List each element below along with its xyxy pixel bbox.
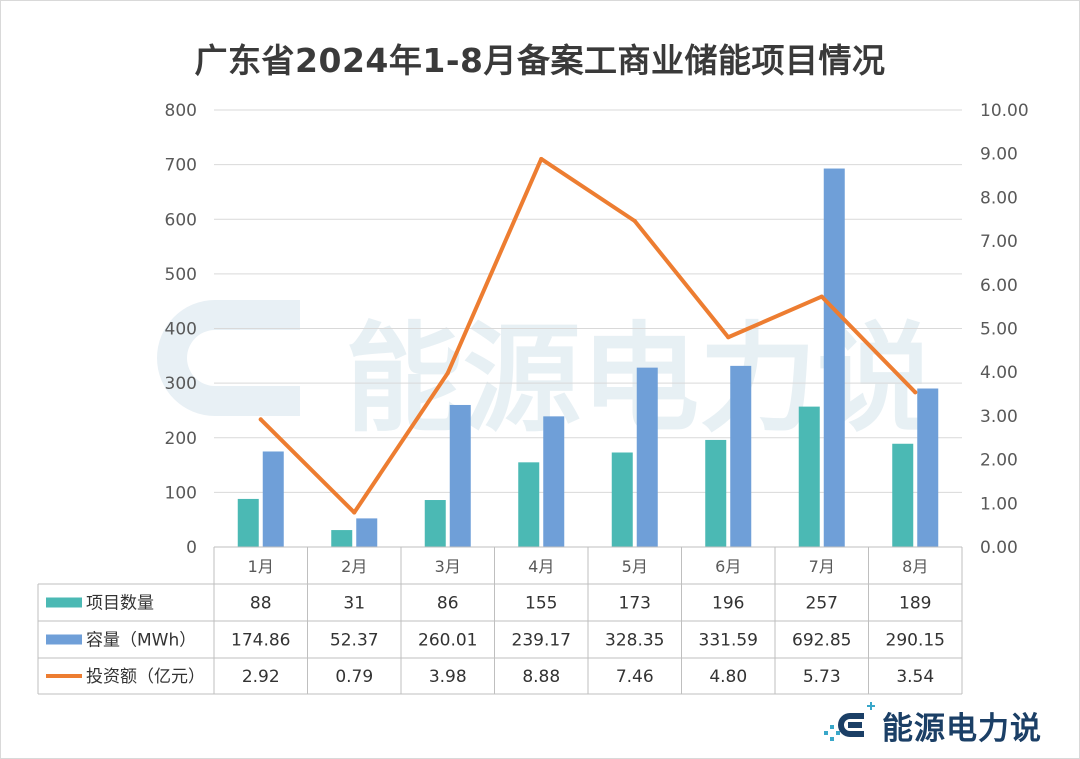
table-cell-value: 0.79 xyxy=(335,667,373,687)
x-category-label: 8月 xyxy=(902,557,928,576)
table-cell-value: 4.80 xyxy=(709,667,747,687)
table-cell-value: 8.88 xyxy=(522,667,560,687)
y-left-tick-label: 600 xyxy=(165,210,197,230)
x-category-label: 1月 xyxy=(248,557,274,576)
table-cell-value: 331.59 xyxy=(699,631,758,651)
y-right-tick-label: 8.00 xyxy=(980,188,1018,208)
y-left-tick-label: 200 xyxy=(165,429,197,449)
table-cell-value: 692.85 xyxy=(792,631,851,651)
line-point xyxy=(819,294,824,299)
legend-label: 容量（MWh） xyxy=(86,631,196,651)
y-right-tick-label: 1.00 xyxy=(980,494,1018,514)
x-category-label: 5月 xyxy=(622,557,648,576)
legend-swatch xyxy=(46,634,82,645)
line-point xyxy=(632,218,637,223)
x-category-label: 2月 xyxy=(341,557,367,576)
legend-swatch xyxy=(46,597,82,608)
table-cell-value: 5.73 xyxy=(803,667,841,687)
y-right-tick-label: 3.00 xyxy=(980,407,1018,427)
y-right-tick-label: 2.00 xyxy=(980,451,1018,471)
y-left-tick-label: 0 xyxy=(186,538,197,558)
table-cell-value: 52.37 xyxy=(330,631,379,651)
y-left-tick-label: 700 xyxy=(165,156,197,176)
y-right-tick-label: 5.00 xyxy=(980,320,1018,340)
line-point xyxy=(258,417,263,422)
bar-capacity xyxy=(449,404,471,547)
line-point xyxy=(726,335,731,340)
x-category-label: 6月 xyxy=(715,557,741,576)
table-cell-value: 86 xyxy=(437,594,459,614)
table-cell-value: 3.98 xyxy=(429,667,467,687)
bar-project-count xyxy=(892,443,914,547)
table-cell-value: 328.35 xyxy=(605,631,664,651)
y-right-tick-label: 9.00 xyxy=(980,145,1018,165)
table-cell-value: 88 xyxy=(250,594,272,614)
bar-capacity xyxy=(730,365,752,547)
y-left-tick-label: 800 xyxy=(165,101,197,121)
bar-capacity xyxy=(356,518,378,547)
y-right-tick-label: 10.00 xyxy=(980,101,1029,121)
y-left-tick-label: 400 xyxy=(165,320,197,340)
line-point xyxy=(445,371,450,376)
table-cell-value: 155 xyxy=(525,594,557,614)
y-right-tick-label: 4.00 xyxy=(980,363,1018,383)
table-cell-value: 260.01 xyxy=(418,631,477,651)
line-investment xyxy=(258,156,918,515)
table-cell-value: 189 xyxy=(899,594,931,614)
y-right-tick-label: 0.00 xyxy=(980,538,1018,558)
table-cell-value: 7.46 xyxy=(616,667,654,687)
table-cell-value: 31 xyxy=(343,594,365,614)
chart-title: 广东省2024年1-8月备案工商业储能项目情况 xyxy=(194,41,886,80)
table-cell-value: 257 xyxy=(806,594,838,614)
bar-project-count xyxy=(798,406,820,547)
y-left-tick-label: 100 xyxy=(165,483,197,503)
table-cell-value: 2.92 xyxy=(242,667,280,687)
legend-label: 项目数量 xyxy=(86,594,154,614)
watermark-logo-icon xyxy=(157,300,300,416)
line-point xyxy=(539,156,544,161)
legend-label: 投资额（亿元） xyxy=(86,667,205,687)
y-right-tick-label: 6.00 xyxy=(980,276,1018,296)
brand-logo-icon xyxy=(824,701,876,749)
table-cell-value: 239.17 xyxy=(512,631,571,651)
table-cell-value: 174.86 xyxy=(231,631,290,651)
y-left-tick-label: 300 xyxy=(165,374,197,394)
x-category-label: 3月 xyxy=(435,557,461,576)
bar-project-count xyxy=(237,498,259,547)
x-category-label: 7月 xyxy=(809,557,835,576)
table-cell-value: 173 xyxy=(619,594,651,614)
bar-project-count xyxy=(424,500,446,547)
brand-logo: 能源电力说 xyxy=(824,700,1042,750)
bar-capacity xyxy=(823,168,845,547)
bar-capacity xyxy=(917,388,939,547)
table-cell-value: 196 xyxy=(712,594,744,614)
bar-project-count xyxy=(518,462,540,547)
bar-capacity xyxy=(262,451,284,547)
bar-project-count xyxy=(705,439,727,547)
brand-logo-text: 能源电力说 xyxy=(882,710,1042,747)
y-left-tick-label: 500 xyxy=(165,265,197,285)
bar-project-count xyxy=(331,530,353,547)
bar-capacity xyxy=(636,367,658,547)
bar-capacity xyxy=(543,416,565,547)
table-cell-value: 3.54 xyxy=(896,667,934,687)
bar-project-count xyxy=(611,452,633,547)
line-point xyxy=(913,390,918,395)
x-category-label: 4月 xyxy=(528,557,554,576)
table-cell-value: 290.15 xyxy=(886,631,945,651)
y-right-tick-label: 7.00 xyxy=(980,232,1018,252)
line-point xyxy=(352,510,357,515)
